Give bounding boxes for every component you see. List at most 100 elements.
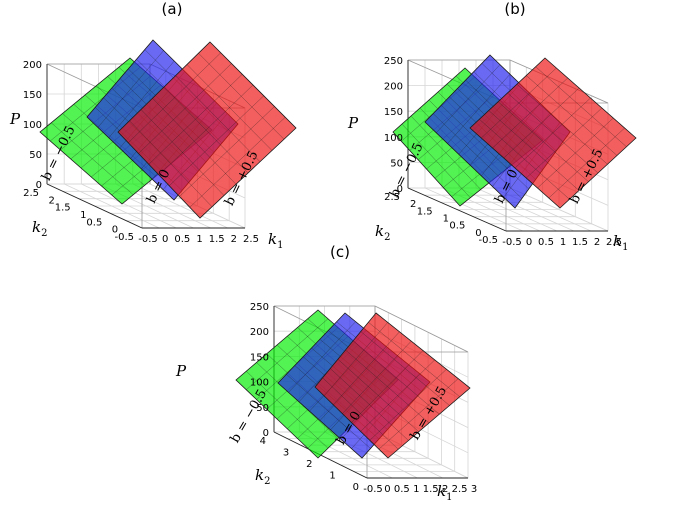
mesh-line: [158, 84, 254, 176]
y-tick-label: 1.5: [55, 203, 71, 214]
z-tick-label: 200: [23, 60, 42, 71]
panel-label: (c): [330, 243, 350, 261]
y-tick-label: 1.5: [417, 206, 433, 217]
y-tick-label: 1: [80, 210, 86, 221]
mesh-line: [360, 359, 435, 432]
panel-label: (b): [504, 0, 525, 18]
z-tick-label: 100: [23, 120, 42, 131]
mesh-line: [169, 95, 264, 186]
plane-2: [469, 57, 637, 209]
mesh-line: [351, 350, 424, 423]
y-tick-label: -0.5: [478, 235, 498, 246]
z-tick-label: 200: [250, 327, 269, 338]
x-tick-label: 0: [162, 234, 168, 245]
z-tick-label: 0: [397, 184, 403, 195]
x-tick-label: 1: [560, 237, 566, 248]
z-tick-label: 150: [23, 90, 42, 101]
z-tick-label: 50: [256, 403, 269, 414]
y-tick-label: 0.5: [86, 217, 102, 228]
y-axis: [407, 187, 507, 232]
x-tick-label: 2: [594, 237, 600, 248]
y-tick-label: 0: [112, 225, 118, 236]
plane-2: [314, 312, 471, 459]
mesh-line: [369, 369, 447, 441]
plane-surface: [117, 41, 297, 219]
y-tick-label: 2: [306, 459, 312, 470]
y-tick-label: -0.5: [114, 232, 134, 243]
y-tick-label: 3: [283, 448, 289, 459]
y-tick-label: 0: [475, 228, 481, 239]
x-tick-label: 2: [442, 484, 448, 495]
plane-surface: [314, 312, 471, 459]
z-axis-label: P: [175, 362, 187, 380]
x-tick-label: -0.5: [363, 484, 383, 495]
mesh-line: [198, 53, 285, 140]
mesh-line: [537, 117, 614, 189]
x-tick-label: 1.5: [572, 237, 588, 248]
y-axis-label: k2: [32, 218, 47, 239]
mesh-line: [186, 64, 273, 151]
plane-2: [117, 41, 297, 219]
mesh-line: [189, 117, 286, 208]
x-tick-label: 1.5: [423, 484, 439, 495]
mesh-line: [179, 106, 275, 197]
x-tick-label: 2.5: [606, 237, 622, 248]
z-axis-label: P: [9, 110, 21, 128]
plane-label: b = −0.5: [387, 141, 426, 201]
z-tick-label: 150: [384, 107, 403, 118]
x-tick-label: 0: [526, 237, 532, 248]
y-axis-label: k2: [255, 466, 270, 487]
y-gridline: [63, 64, 160, 229]
z-axis-label: P: [347, 114, 359, 132]
y-tick-label: 2: [410, 199, 416, 210]
y-tick-label: 2.5: [23, 188, 39, 199]
y-tick-label: 2: [48, 195, 54, 206]
z-tick-label: 250: [384, 56, 403, 67]
mesh-line: [368, 322, 460, 397]
y-tick-label: 0.5: [449, 221, 465, 232]
mesh-line: [526, 75, 618, 156]
mesh-line: [360, 331, 450, 406]
y-tick-label: 4: [260, 436, 266, 447]
z-tick-label: 100: [250, 378, 269, 389]
x-axis-label: k1: [268, 230, 283, 251]
x-tick-label: 3: [471, 484, 477, 495]
x-tick-label: 1.5: [209, 234, 225, 245]
x-tick-label: 1: [413, 484, 419, 495]
x-tick-label: 2.5: [452, 484, 468, 495]
x-tick-label: 2.5: [243, 234, 259, 245]
y-tick-label: 1: [443, 214, 449, 225]
z-tick-label: 200: [384, 82, 403, 93]
mesh-line: [514, 97, 591, 169]
z-tick-label: 0: [36, 180, 42, 191]
x-axis-label: k1: [437, 482, 452, 503]
x-tick-label: 0.5: [538, 237, 554, 248]
y-axis-label: k2: [375, 222, 390, 243]
panel-label: (a): [162, 0, 183, 18]
y-axis: [46, 183, 143, 229]
x-tick-label: 1: [196, 234, 202, 245]
x-tick-label: -0.5: [502, 237, 522, 248]
x-axis-label: k1: [613, 232, 628, 253]
z-tick-label: 150: [250, 352, 269, 363]
mesh-line: [175, 75, 261, 162]
x-tick-label: -0.5: [138, 234, 158, 245]
z-tick-label: 250: [250, 302, 269, 313]
y-tick-label: 1: [329, 471, 335, 482]
mesh-line: [548, 127, 625, 199]
z-tick-label: 50: [390, 158, 403, 169]
y-tick-label: 0: [353, 482, 359, 493]
mesh-line: [535, 66, 627, 147]
z-tick-label: 100: [384, 133, 403, 144]
mesh-line: [516, 84, 608, 165]
mesh-line: [378, 378, 459, 450]
z-tick-label: 0: [263, 428, 269, 439]
x-tick-label: 0: [384, 484, 390, 495]
x-tick-label: 0.5: [394, 484, 410, 495]
x-tick-label: 0.5: [174, 234, 190, 245]
x-tick-label: 2: [231, 234, 237, 245]
